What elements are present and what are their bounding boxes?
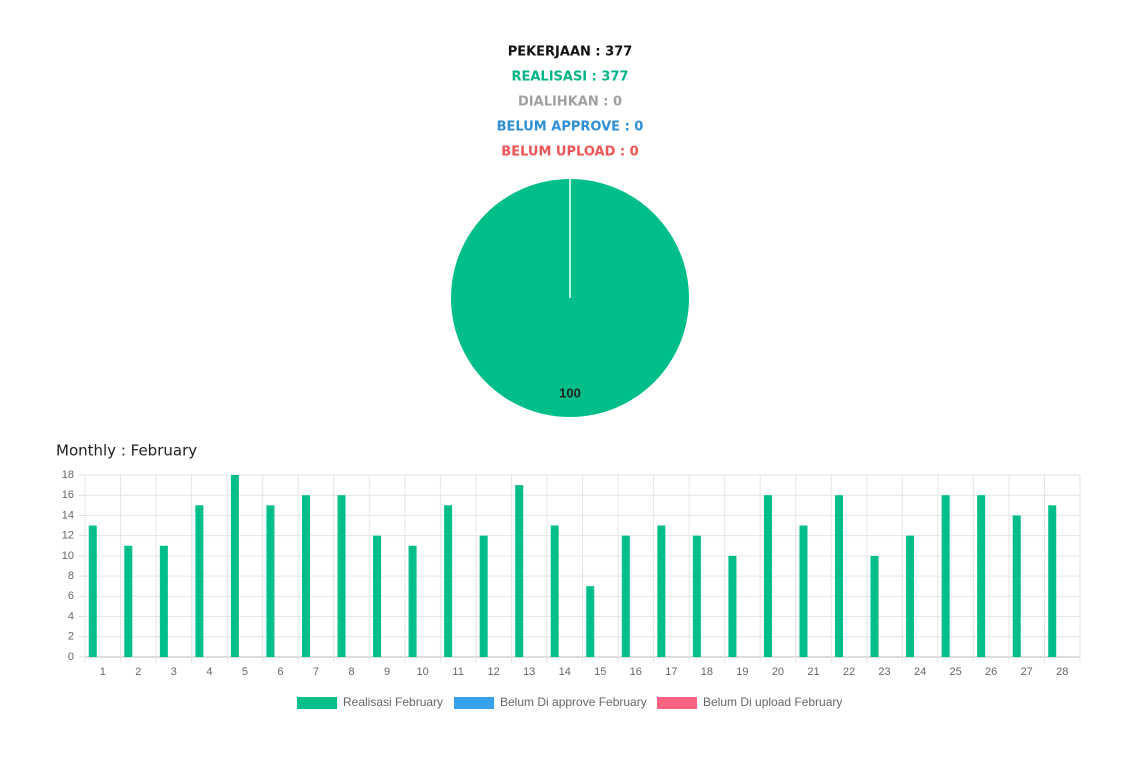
bar [621, 535, 630, 657]
y-tick-label: 14 [62, 509, 74, 521]
x-tick-label: 4 [206, 666, 212, 678]
bar [586, 586, 595, 657]
y-tick-label: 16 [62, 489, 74, 501]
legend-label: Belum Di approve February [500, 695, 647, 709]
bar [124, 545, 133, 657]
x-tick-label: 7 [313, 666, 319, 678]
bar [88, 525, 97, 657]
y-tick-label: 12 [62, 530, 74, 542]
bar [515, 485, 524, 657]
bar [337, 495, 346, 657]
summary-line: REALISASI : 377 [511, 70, 628, 85]
y-tick-label: 0 [68, 651, 74, 663]
x-tick-label: 13 [523, 666, 535, 678]
x-tick-label: 14 [559, 666, 571, 678]
bar [301, 495, 310, 657]
x-tick-label: 17 [665, 666, 677, 678]
bar [408, 545, 417, 657]
bar [799, 525, 808, 657]
x-tick-label: 25 [950, 666, 962, 678]
x-tick-label: 1 [100, 666, 106, 678]
x-tick-label: 19 [736, 666, 748, 678]
bar [1048, 505, 1057, 657]
bar [728, 555, 737, 657]
bar [550, 525, 559, 657]
bar [159, 545, 168, 657]
x-tick-label: 21 [807, 666, 819, 678]
summary-line: BELUM UPLOAD : 0 [501, 145, 638, 160]
bar [692, 535, 701, 657]
legend-label: Belum Di upload February [703, 695, 842, 709]
legend-swatch [454, 697, 494, 709]
y-tick-label: 2 [68, 631, 74, 643]
x-tick-label: 16 [630, 666, 642, 678]
x-tick-label: 2 [135, 666, 141, 678]
y-tick-label: 10 [62, 550, 74, 562]
x-tick-label: 12 [488, 666, 500, 678]
legend-label: Realisasi February [343, 695, 443, 709]
legend-swatch [297, 697, 337, 709]
y-tick-label: 4 [68, 610, 74, 622]
summary-line: BELUM APPROVE : 0 [497, 120, 644, 135]
x-tick-label: 24 [914, 666, 926, 678]
bar [657, 525, 666, 657]
legend-swatch [657, 697, 697, 709]
x-tick-label: 15 [594, 666, 606, 678]
bar [195, 505, 204, 657]
x-tick-label: 26 [985, 666, 997, 678]
bar [444, 505, 453, 657]
x-tick-label: 3 [171, 666, 177, 678]
x-tick-label: 11 [452, 666, 463, 678]
y-tick-label: 18 [62, 469, 74, 481]
bar [1012, 515, 1021, 657]
bar [373, 535, 382, 657]
bar [906, 535, 915, 657]
x-tick-label: 20 [772, 666, 784, 678]
x-tick-label: 5 [242, 666, 248, 678]
bar [941, 495, 950, 657]
summary-line: PEKERJAAN : 377 [508, 45, 633, 60]
x-tick-label: 6 [277, 666, 283, 678]
y-tick-label: 8 [68, 570, 74, 582]
y-tick-label: 6 [68, 590, 74, 602]
x-tick-label: 18 [701, 666, 713, 678]
summary-line: DIALIHKAN : 0 [518, 95, 622, 110]
bar [230, 475, 239, 657]
x-tick-label: 22 [843, 666, 855, 678]
x-tick-label: 23 [878, 666, 890, 678]
x-tick-label: 9 [384, 666, 390, 678]
chart-title: Monthly : February [56, 442, 197, 460]
bar [835, 495, 844, 657]
bar [479, 535, 488, 657]
x-tick-label: 8 [348, 666, 354, 678]
bar [763, 495, 772, 657]
data-label: 100 [559, 385, 581, 400]
bar [977, 495, 986, 657]
x-tick-label: 10 [416, 666, 428, 678]
bar [870, 555, 879, 657]
x-tick-label: 28 [1056, 666, 1068, 678]
x-tick-label: 27 [1021, 666, 1033, 678]
bar [266, 505, 275, 657]
